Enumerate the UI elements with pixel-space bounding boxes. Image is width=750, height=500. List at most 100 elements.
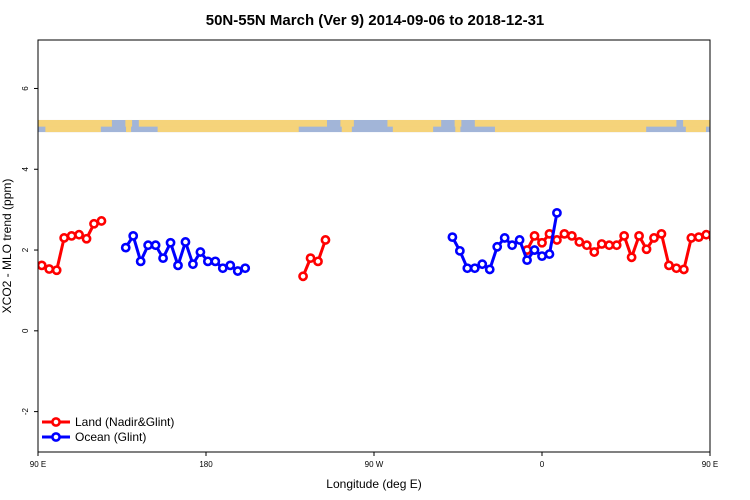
x-tick-label: 180 [199,460,213,469]
map-land-patch [387,119,442,127]
data-point [529,245,540,255]
data-point [484,264,495,275]
y-tick-label: 6 [21,86,30,91]
y-tick-label: -2 [21,408,30,416]
map-land-patch [474,119,677,127]
data-point [44,264,55,274]
data-point [74,229,84,240]
data-point [701,229,710,240]
legend: Land (Nadir&Glint)Ocean (Glint) [42,415,174,444]
legend-marker [51,417,61,427]
data-point [611,240,622,251]
data-point [514,235,525,245]
data-point [581,240,592,251]
data-point [210,256,221,267]
series-0 [38,216,725,282]
data-point [240,263,251,274]
data-point [59,233,70,243]
data-point [507,240,518,251]
data-point [66,231,77,241]
map-land-patch [392,126,434,133]
data-point [634,231,644,241]
data-point [604,240,615,251]
map-land-patch [125,119,133,127]
data-point [708,235,710,242]
data-point [566,231,577,241]
data-point [499,233,510,243]
data-point [678,264,689,275]
data-point [454,245,465,256]
data-point [188,259,198,270]
legend-marker [51,432,61,442]
data-point [552,207,562,218]
y-axis: -2 0 2 4 6 [21,86,38,415]
data-point [559,228,570,239]
data-point [143,240,154,251]
data-point [96,216,107,226]
data-point [596,239,607,249]
data-point [626,252,637,263]
data-point [38,260,47,271]
data-point [544,249,555,259]
data-point [492,241,503,252]
x-tick-label: 0 [540,460,545,469]
x-tick-label: 90 E [30,460,46,469]
map-land-patch [685,126,706,133]
data-point [477,259,488,270]
series-layer [38,207,725,282]
map-land-patch [38,119,112,127]
data-point [165,237,176,248]
data-point [522,255,532,266]
data-point [589,247,600,257]
data-point [232,266,243,276]
data-point [537,251,547,261]
y-axis-label: XCO2 - MLO trend (ppm) [0,179,14,314]
data-point [128,231,139,241]
data-point [574,237,585,247]
map-land-patch [126,126,132,133]
map-land-patch [454,119,462,127]
data-point [158,253,168,264]
data-point [552,235,562,245]
x-tick-label: 90 E [702,460,718,469]
data-point [649,233,659,243]
map-strip [38,119,710,133]
map-land-patch [157,126,299,133]
data-point [313,256,323,267]
legend-label: Ocean (Glint) [75,430,146,444]
data-point [135,256,146,267]
series-1 [120,207,562,276]
y-tick-label: 2 [21,247,30,252]
data-point [693,232,704,243]
data-point [447,232,458,243]
data-point [656,228,667,239]
data-point [173,260,183,271]
data-point [150,240,161,251]
data-point [202,256,213,267]
map-land-patch [45,126,101,133]
data-point [641,244,652,255]
data-point [120,242,131,253]
data-point [462,263,473,274]
legend-label: Land (Nadir&Glint) [75,415,174,429]
data-point [180,237,191,247]
map-land-patch [683,119,710,127]
data-point [619,231,630,241]
data-point [89,218,99,229]
map-land-patch [341,126,352,133]
data-point [718,220,725,227]
x-axis-label: Longitude (deg E) [326,477,421,491]
y-tick-label: 0 [21,328,30,333]
data-point [217,263,228,274]
data-point [298,271,308,282]
data-point [671,263,682,274]
chart-title: 50N-55N March (Ver 9) 2014-09-06 to 2018… [206,12,545,29]
x-tick-label: 90 W [365,460,384,469]
y-tick-label: 4 [21,166,30,171]
data-point [320,235,331,245]
data-point [51,265,62,276]
data-point [537,237,547,248]
x-axis: 90 E 180 90 W 0 90 E [30,452,718,469]
data-point [305,253,316,264]
